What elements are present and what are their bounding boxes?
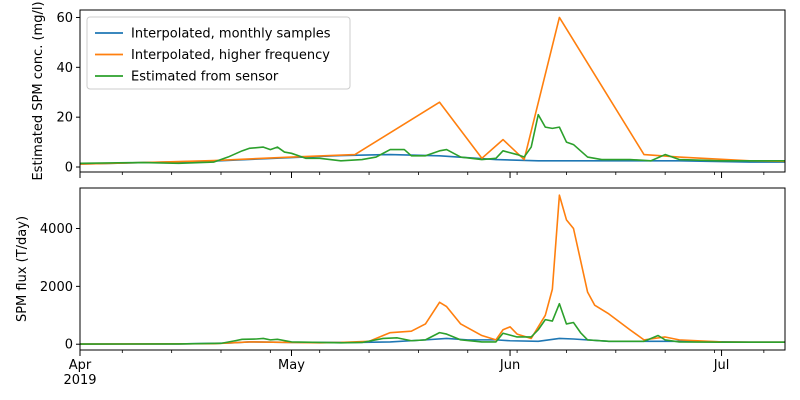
series-line-3 bbox=[80, 302, 785, 345]
series-line-2 bbox=[80, 194, 785, 345]
x-tick-label: Apr bbox=[69, 358, 92, 373]
legend-box bbox=[86, 16, 351, 90]
series-group bbox=[80, 16, 785, 165]
axes-frame bbox=[79, 187, 786, 351]
x-tick-label: Jul bbox=[713, 358, 730, 373]
x-tick-label: Jun bbox=[499, 358, 520, 373]
legend: Interpolated, monthly samples Interpolate… bbox=[86, 16, 351, 90]
legend-entry: Interpolated, monthly samples bbox=[131, 27, 331, 42]
y-tick-label: 2000 bbox=[40, 280, 73, 295]
legend-entry: Estimated from sensor bbox=[131, 70, 279, 85]
legend-entry: Interpolated, higher frequency bbox=[131, 48, 330, 63]
y-tick-label: 0 bbox=[65, 338, 73, 353]
y-tick-label: 40 bbox=[56, 61, 73, 76]
axes-frame bbox=[79, 9, 786, 173]
y-tick-label: 60 bbox=[56, 11, 73, 26]
y-tick-label: 20 bbox=[56, 111, 73, 126]
y-axis-label: Estimated SPM conc. (mg/l) bbox=[31, 1, 46, 180]
y-tick-label: 0 bbox=[65, 161, 73, 176]
x-tick-label: May bbox=[278, 358, 305, 373]
series-group bbox=[80, 194, 785, 345]
y-axis-label: SPM flux (T/day) bbox=[15, 216, 30, 322]
chart-panel-1: 0 20 40 60 Estimated SPM conc. (mg/l) Interpo… bbox=[31, 1, 786, 181]
y-tick-label: 4000 bbox=[40, 222, 73, 237]
series-line-3 bbox=[80, 113, 785, 165]
x-tick-sublabel: 2019 bbox=[63, 373, 96, 388]
